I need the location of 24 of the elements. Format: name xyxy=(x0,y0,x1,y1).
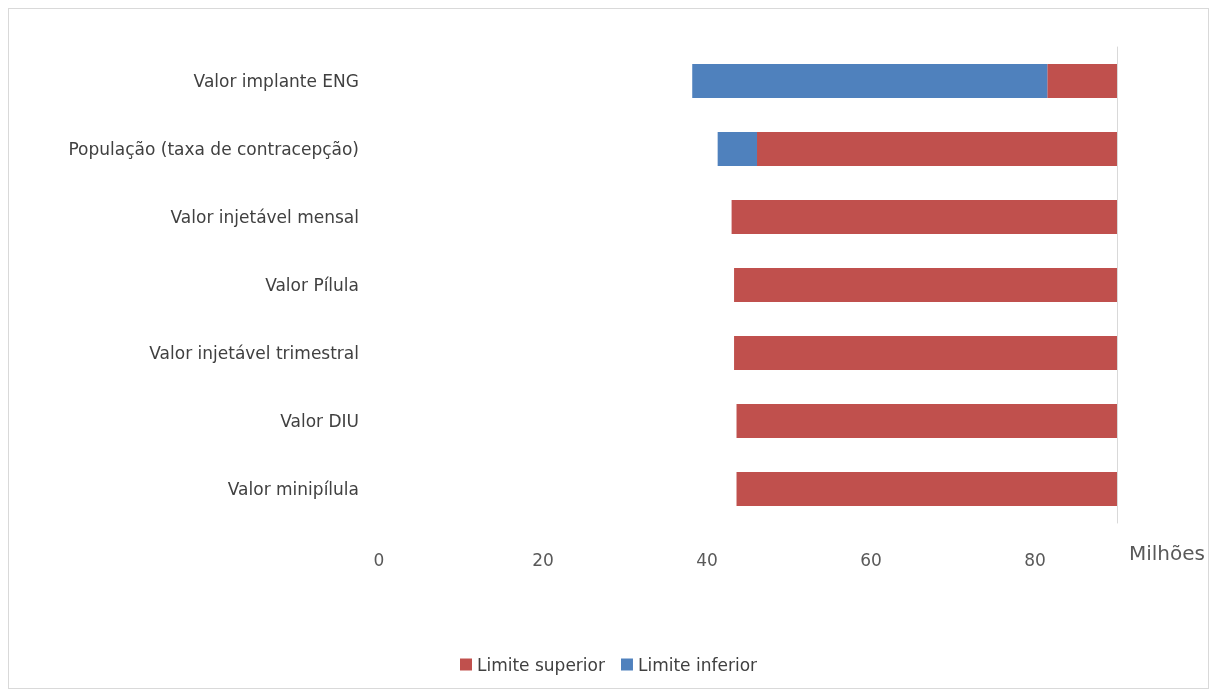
x-tick-label: 40 xyxy=(696,549,718,570)
y-tick-label: Valor minipílula xyxy=(227,479,359,499)
x-axis-title: Milhões xyxy=(1128,541,1206,565)
bar xyxy=(736,404,1117,438)
bar xyxy=(757,132,1117,166)
bar xyxy=(734,336,1117,370)
legend-label: Limite inferior xyxy=(637,654,758,675)
y-tick-label: Valor implante ENG xyxy=(193,71,359,91)
x-tick-label: 80 xyxy=(1024,549,1046,570)
y-tick-label: População (taxa de contracepção) xyxy=(68,139,359,159)
x-tick-label: 20 xyxy=(532,549,554,570)
legend-label: Limite superior xyxy=(476,654,605,675)
bar xyxy=(734,268,1117,302)
y-tick-label: Valor DIU xyxy=(280,411,359,431)
bar xyxy=(1047,64,1117,98)
y-tick-label: Valor injetável trimestral xyxy=(149,343,359,363)
bar xyxy=(717,132,758,166)
bar xyxy=(731,200,1117,234)
bar xyxy=(692,64,1048,98)
y-tick-label: Valor injetável mensal xyxy=(170,207,359,227)
bar xyxy=(736,472,1117,506)
y-tick-label: Valor Pílula xyxy=(265,275,359,295)
x-tick-label: 0 xyxy=(373,549,385,570)
x-tick-label: 60 xyxy=(860,549,882,570)
